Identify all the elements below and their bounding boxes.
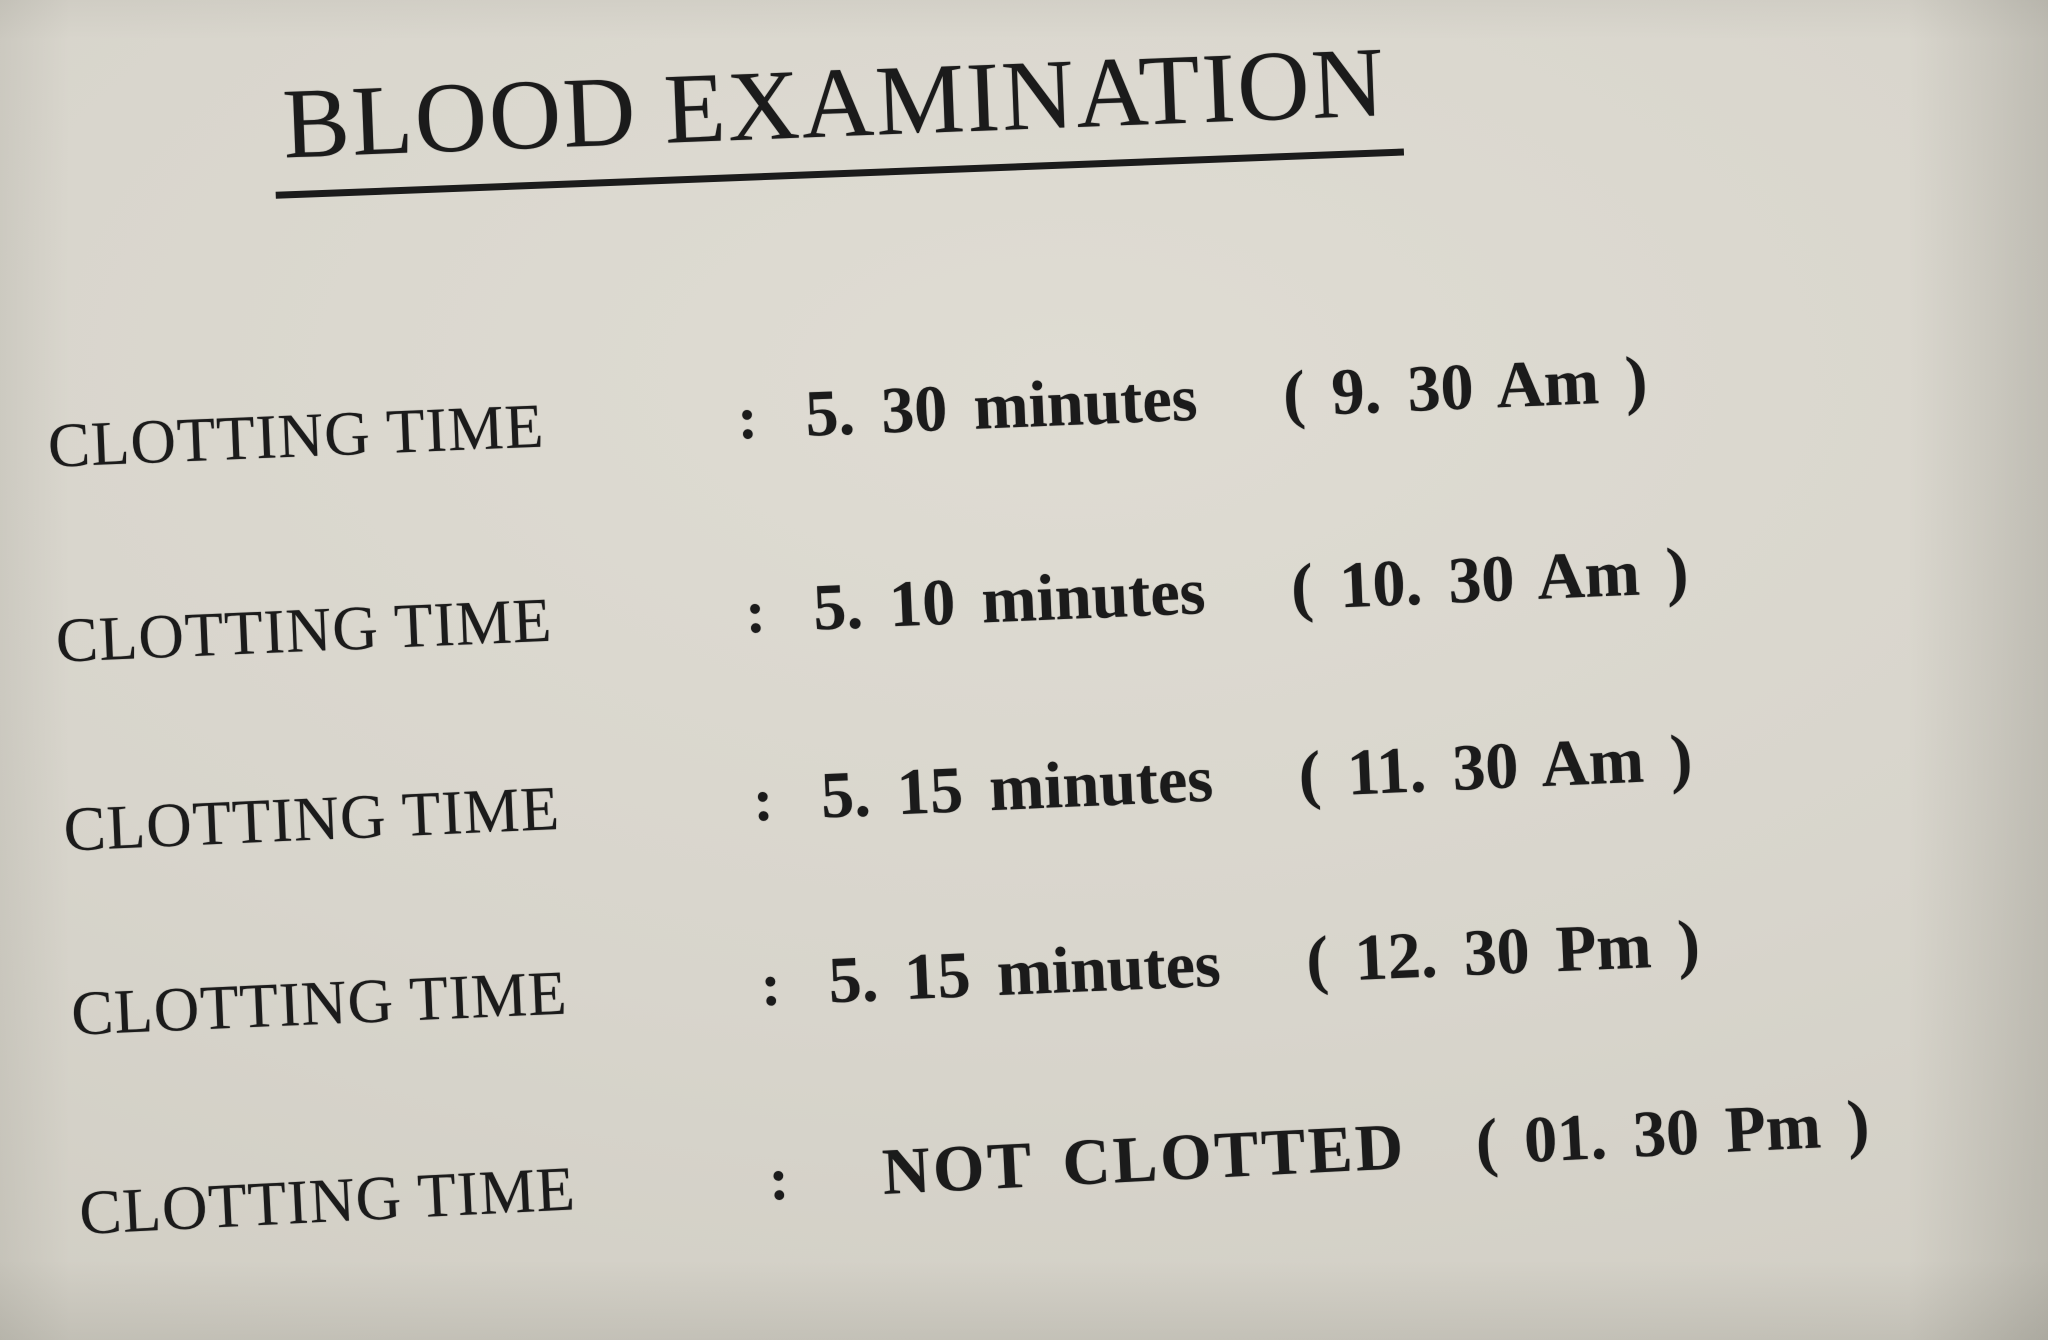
row-time: ( 01. 30 Pm ) (1473, 1086, 1871, 1180)
row-time: ( 11. 30 Am ) (1297, 721, 1694, 812)
clotting-time-row: CLOTTING TIME : 5. 30 minutes ( 9. 30 Am… (46, 342, 1649, 484)
row-label: CLOTTING TIME (69, 957, 569, 1049)
row-time: ( 12. 30 Pm ) (1304, 907, 1702, 997)
row-label: CLOTTING TIME (46, 390, 546, 481)
row-label: CLOTTING TIME (77, 1153, 578, 1248)
clotting-time-row: CLOTTING TIME : NOT CLOTTED ( 01. 30 Pm … (78, 1086, 1871, 1251)
row-time: ( 9. 30 Am ) (1281, 343, 1649, 432)
clotting-time-row: CLOTTING TIME : 5. 10 minutes ( 10. 30 A… (54, 534, 1690, 679)
row-value: 5. 15 minutes (827, 927, 1222, 1018)
row-value: NOT CLOTTED (880, 1110, 1408, 1209)
photo-shadow-bottom (0, 1260, 2048, 1340)
photo-shadow-top (0, 0, 2048, 40)
row-separator: : (736, 384, 759, 452)
row-separator: : (759, 951, 783, 1019)
row-value: 5. 15 minutes (819, 742, 1215, 833)
page-title: BLOOD EXAMINATION (270, 23, 1405, 199)
row-label: CLOTTING TIME (54, 584, 554, 676)
row-value: 5. 10 minutes (811, 555, 1207, 645)
photo-shadow-left (0, 0, 70, 1340)
row-time: ( 10. 30 Am ) (1289, 534, 1690, 625)
row-separator: : (744, 578, 767, 646)
row-separator: : (751, 766, 775, 834)
photo-shadow-right (1908, 0, 2048, 1340)
row-value: 5. 30 minutes (803, 361, 1199, 451)
clotting-time-row: CLOTTING TIME : 5. 15 minutes ( 11. 30 A… (62, 721, 1694, 868)
row-label: CLOTTING TIME (62, 773, 562, 865)
row-separator: : (767, 1145, 791, 1213)
clotting-time-row: CLOTTING TIME : 5. 15 minutes ( 12. 30 P… (70, 906, 1702, 1052)
